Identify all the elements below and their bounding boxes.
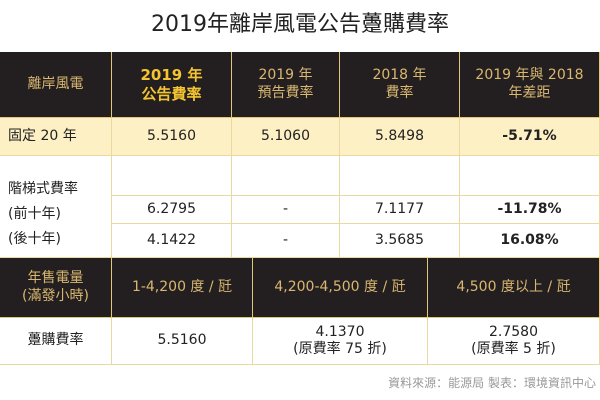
purchase-value: 4.1370 (315, 323, 365, 340)
purchase-v3: 2.7580 (原費率 5 折) (428, 318, 600, 365)
tier-last-v1: 4.1422 (112, 224, 232, 258)
fixed-v4: -5.71% (460, 118, 600, 156)
tier-last-v4: 16.08% (460, 224, 600, 258)
fixed-v2: 5.1060 (232, 118, 340, 156)
page-title: 2019年離岸風電公告躉購費率 (151, 12, 449, 37)
purchase-value: 2.7580 (488, 323, 538, 340)
header-2019-announced: 2019 年公告費率 (112, 52, 232, 118)
header-text: 2018 年 (372, 67, 427, 83)
purchase-note: (原費率 5 折) (471, 341, 556, 357)
blank-cell (112, 156, 232, 196)
header-text: 2019 年 (140, 65, 203, 84)
purchase-v1: 5.5160 (112, 318, 253, 365)
purchase-note: (原費率 75 折) (293, 341, 387, 357)
header2-tier2: 4,200-4,500 度 / 瓩 (253, 258, 428, 318)
header-offshore-wind: 離岸風電 (0, 52, 112, 118)
header-text: 年差距 (508, 84, 551, 101)
tier-last-v3: 3.5685 (340, 224, 460, 258)
header-text: 預告費率 (257, 84, 314, 101)
tier-first-v1: 6.2795 (112, 196, 232, 224)
purchase-v2: 4.1370 (原費率 75 折) (253, 318, 428, 365)
tier-first-v2: - (232, 196, 340, 224)
fixed-v3: 5.8498 (340, 118, 460, 156)
tier-last-v2: - (232, 224, 340, 258)
purchase-label: 躉購費率 (0, 318, 112, 365)
header-text: 2019 年與 2018 (475, 67, 584, 83)
tiered-label-cell (0, 156, 112, 258)
blank-cell (460, 156, 600, 196)
header-text: 費率 (385, 84, 414, 101)
tier-first-v3: 7.1177 (340, 196, 460, 224)
blank-cell (232, 156, 340, 196)
header-text: 年售電量 (27, 270, 84, 286)
header2-tier3: 4,500 度以上 / 瓩 (428, 258, 600, 318)
blank-cell (340, 156, 460, 196)
header-text: (滿發小時) (22, 287, 89, 304)
header2-annual-sales: 年售電量 (滿發小時) (0, 258, 112, 318)
tiered-last-label: (後十年) (8, 231, 61, 247)
tiered-first-label: (前十年) (8, 206, 61, 222)
source-note: 資料來源：能源局 製表：環境資訊中心 (388, 376, 596, 390)
header-text: 公告費率 (141, 84, 202, 103)
tiered-label: 階梯式費率 (8, 181, 78, 197)
header2-tier1: 1-4,200 度 / 瓩 (112, 258, 253, 318)
header-difference: 2019 年與 2018 年差距 (460, 52, 600, 118)
fixed-label: 固定 20 年 (0, 118, 112, 156)
fixed-v1: 5.5160 (112, 118, 232, 156)
header-2019-preview: 2019 年預告費率 (232, 52, 340, 118)
header-2018-rate: 2018 年費率 (340, 52, 460, 118)
header-text: 2019 年 (258, 67, 313, 83)
tier-first-v4: -11.78% (460, 196, 600, 224)
